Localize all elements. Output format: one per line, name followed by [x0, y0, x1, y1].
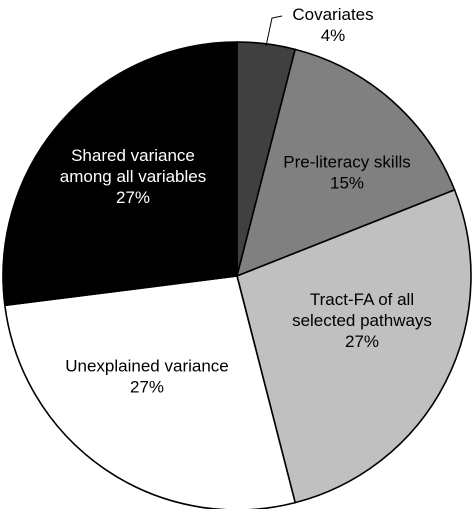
- slice-label-1: Pre-literacy skills 15%: [283, 152, 411, 192]
- slice-label-3: Unexplained variance 27%: [65, 356, 229, 396]
- pie-slices: [2, 41, 472, 509]
- slice-label-4-line-0: Shared variance: [71, 146, 195, 165]
- slice-label-0-line-0: Covariates: [292, 5, 373, 24]
- slice-label-4-line-2: 27%: [116, 188, 150, 207]
- slice-label-0: Covariates 4%: [292, 5, 373, 45]
- pie-slice-3: [3, 275, 297, 509]
- slice-label-2-line-2: 27%: [345, 332, 379, 351]
- slice-label-2-line-1: selected pathways: [292, 311, 432, 330]
- slice-label-1-line-1: 15%: [330, 173, 364, 192]
- slice-label-2-line-0: Tract-FA of all: [310, 290, 414, 309]
- slice-label-2: Tract-FA of all selected pathways 27%: [292, 290, 432, 351]
- leader-lines: [265, 15, 283, 46]
- slice-label-0-line-1: 4%: [321, 26, 346, 45]
- slice-label-4-line-1: among all variables: [60, 167, 206, 186]
- slice-label-3-line-1: 27%: [130, 377, 164, 396]
- slice-label-1-line-0: Pre-literacy skills: [283, 152, 411, 171]
- pie-slice-2: [236, 188, 472, 504]
- pie-slice-4: [2, 41, 238, 307]
- slice-label-3-line-0: Unexplained variance: [65, 356, 229, 375]
- leader-line-0: [265, 15, 283, 46]
- pie-slice-1: [235, 48, 456, 278]
- slice-label-4: Shared variance among all variables 27%: [60, 146, 206, 207]
- slice-labels: Covariates 4% Pre-literacy skills 15% Tract-…: [60, 5, 432, 397]
